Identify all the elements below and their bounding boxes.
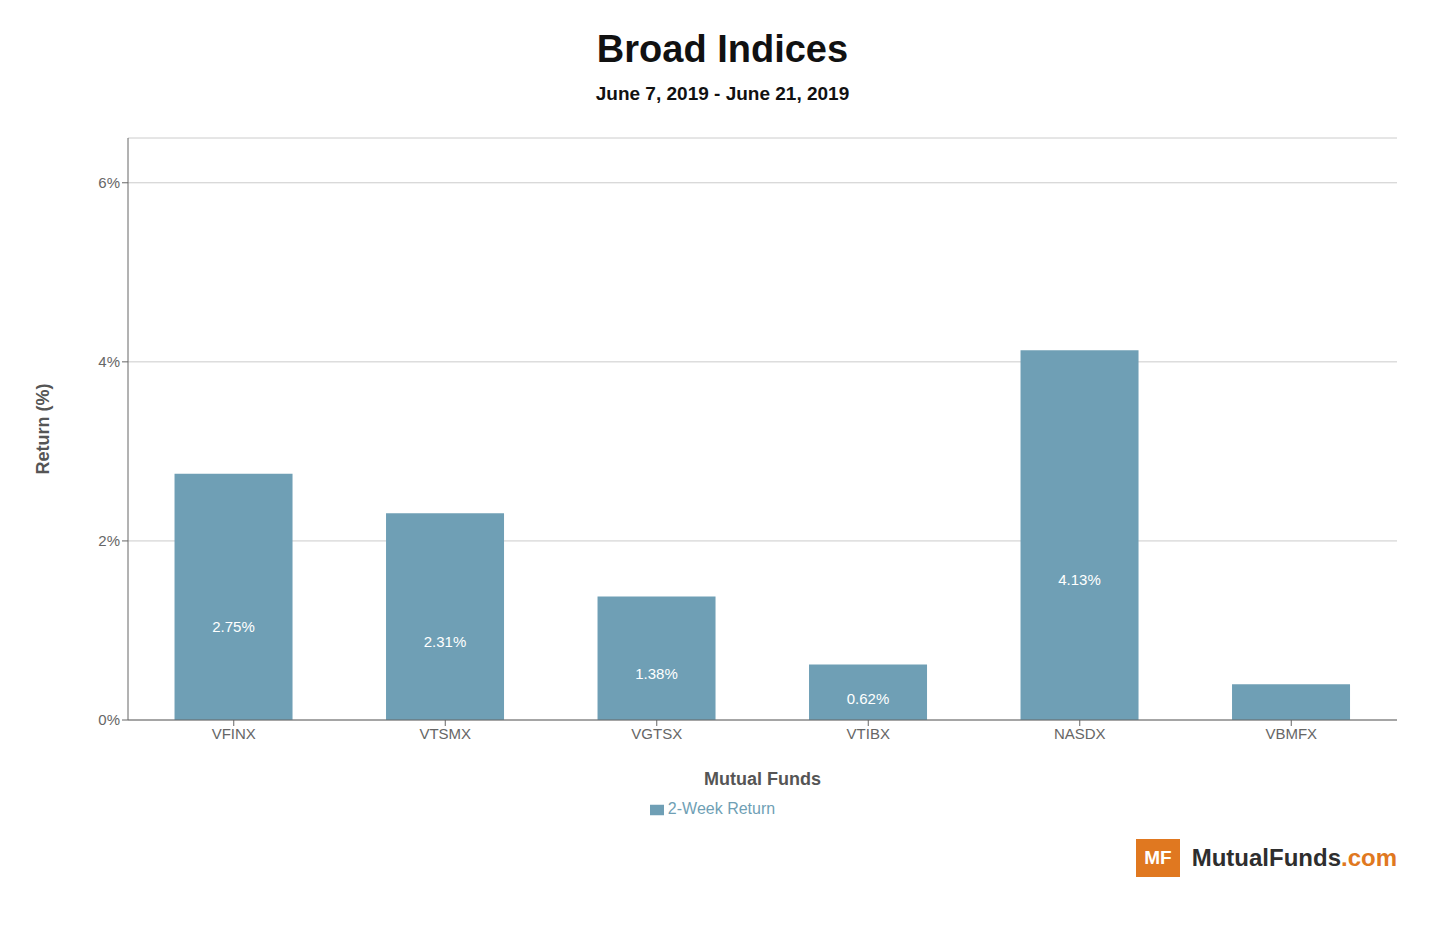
html-text:Broad Indices: Broad Indices	[596, 28, 849, 70]
svg-text:0.62%: 0.62%	[847, 690, 890, 707]
svg-text:NASDX: NASDX	[1054, 725, 1106, 742]
html-text:MutualFunds.com: MutualFunds.com	[1191, 844, 1397, 871]
svg-text:VTSMX: VTSMX	[419, 725, 471, 742]
svg-text:VFINX: VFINX	[212, 725, 256, 742]
html-text:MF: MF	[1144, 847, 1172, 868]
svg-text:0%: 0%	[98, 711, 120, 728]
svg-text:VGTSX: VGTSX	[631, 725, 682, 742]
html-text:2-Week Return: 2-Week Return	[667, 800, 776, 817]
svg-text:1.38%: 1.38%	[635, 665, 678, 682]
svg-text:Return (%): Return (%)	[33, 384, 53, 475]
svg-text:2.75%: 2.75%	[212, 618, 255, 635]
svg-text:Mutual Funds: Mutual Funds	[704, 769, 821, 789]
svg-text:VBMFX: VBMFX	[1265, 725, 1317, 742]
svg-text:4%: 4%	[98, 353, 120, 370]
svg-text:6%: 6%	[98, 174, 120, 191]
svg-text:VTIBX: VTIBX	[847, 725, 890, 742]
svg-text:2%: 2%	[98, 532, 120, 549]
html-text:June 7, 2019 - June 21, 2019: June 7, 2019 - June 21, 2019	[595, 83, 850, 104]
svg-text:2.31%: 2.31%	[424, 633, 467, 650]
svg-text:4.13%: 4.13%	[1058, 571, 1101, 588]
